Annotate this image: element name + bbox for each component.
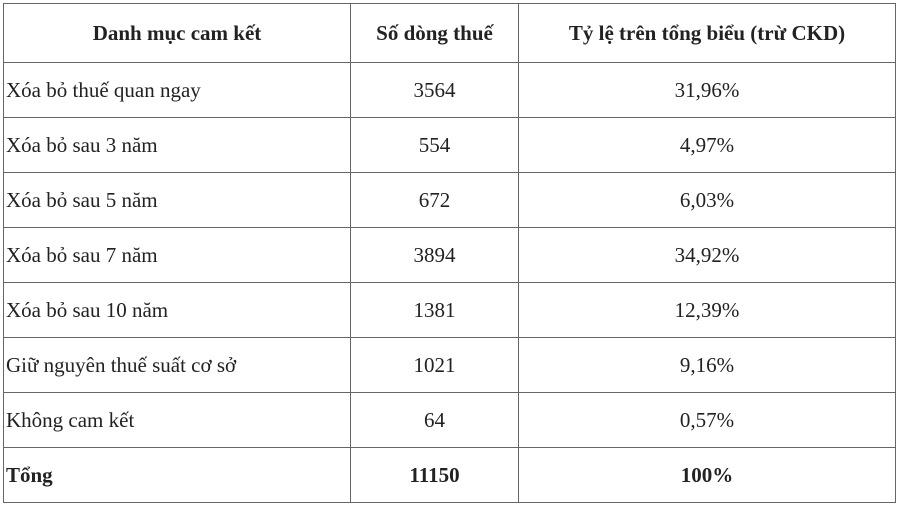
table-cell: Không cam kết [3, 392, 351, 448]
table-cell: 100% [518, 447, 896, 503]
header-row: Danh mục cam kết Số dòng thuế Tỷ lệ trên… [3, 3, 896, 63]
table-cell: 6,03% [518, 172, 896, 228]
table-cell: 9,16% [518, 337, 896, 393]
table-cell: 31,96% [518, 62, 896, 118]
table-cell: 64 [350, 392, 519, 448]
table-row: Xóa bỏ sau 10 năm 1381 12,39% [3, 282, 896, 338]
table-cell: Xóa bỏ sau 10 năm [3, 282, 351, 338]
table-cell: 0,57% [518, 392, 896, 448]
table-row: Tổng 11150 100% [3, 447, 896, 503]
table-row: Xóa bỏ sau 3 năm 554 4,97% [3, 117, 896, 173]
table-cell: Xóa bỏ thuế quan ngay [3, 62, 351, 118]
table-cell: Xóa bỏ sau 5 năm [3, 172, 351, 228]
table-row: Xóa bỏ thuế quan ngay 3564 31,96% [3, 62, 896, 118]
table-row: Giữ nguyên thuế suất cơ sở 1021 9,16% [3, 337, 896, 393]
table-row: Xóa bỏ sau 7 năm 3894 34,92% [3, 227, 896, 283]
table-cell: 3894 [350, 227, 519, 283]
table-cell: Tổng [3, 447, 351, 503]
table-cell: 554 [350, 117, 519, 173]
commitment-table: Danh mục cam kết Số dòng thuế Tỷ lệ trên… [3, 3, 896, 503]
table-cell: 672 [350, 172, 519, 228]
table-header: Danh mục cam kết Số dòng thuế Tỷ lệ trên… [3, 3, 896, 63]
header-cell: Số dòng thuế [350, 3, 519, 63]
table-cell: 3564 [350, 62, 519, 118]
table-body: Xóa bỏ thuế quan ngay 3564 31,96% Xóa bỏ sa… [3, 62, 896, 503]
table-cell: 34,92% [518, 227, 896, 283]
table-cell: Xóa bỏ sau 7 năm [3, 227, 351, 283]
table-cell: 4,97% [518, 117, 896, 173]
header-cell: Danh mục cam kết [3, 3, 351, 63]
table-cell: Xóa bỏ sau 3 năm [3, 117, 351, 173]
header-cell: Tỷ lệ trên tổng biểu (trừ CKD) [518, 3, 896, 63]
table-cell: 1381 [350, 282, 519, 338]
table-cell: Giữ nguyên thuế suất cơ sở [3, 337, 351, 393]
table-cell: 12,39% [518, 282, 896, 338]
table-cell: 1021 [350, 337, 519, 393]
table-cell: 11150 [350, 447, 519, 503]
table-row: Không cam kết 64 0,57% [3, 392, 896, 448]
table-row: Xóa bỏ sau 5 năm 672 6,03% [3, 172, 896, 228]
